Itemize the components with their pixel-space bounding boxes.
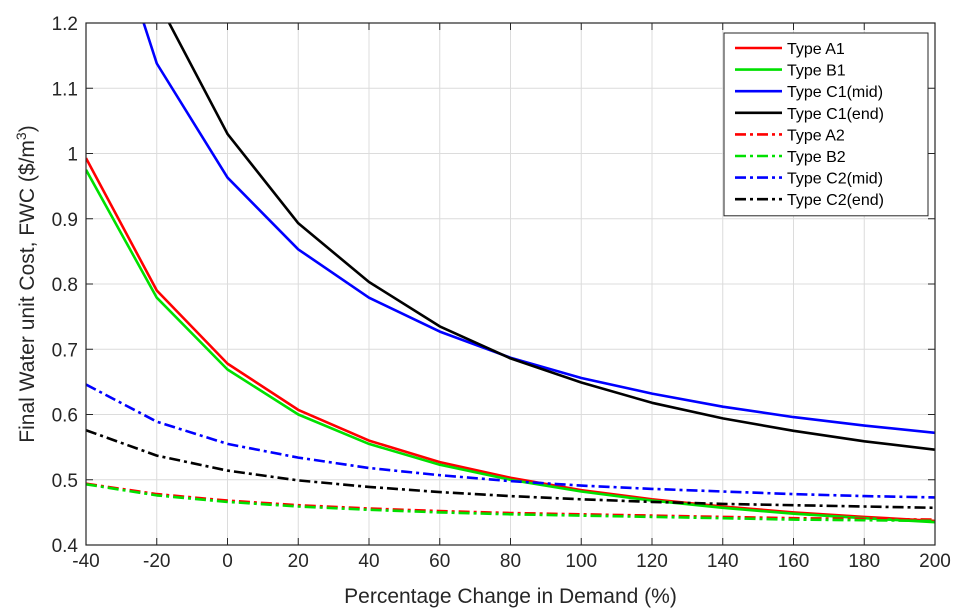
legend-label: Type C2(mid) [787, 171, 883, 188]
y-tick-label: 0.9 [52, 210, 78, 231]
x-tick-label: 20 [288, 551, 309, 572]
legend-label: Type C1(mid) [787, 84, 883, 101]
x-tick-label: -40 [72, 551, 99, 572]
y-tick-label: 1.2 [52, 14, 78, 35]
x-tick-label: 180 [848, 551, 880, 572]
x-tick-label: 200 [919, 551, 951, 572]
x-tick-label: 120 [636, 551, 668, 572]
legend: Type A1 Type B1 Type C1(mid) Type C1(end) Ty… [723, 32, 929, 217]
series-lines [86, 23, 935, 524]
legend-label: Type B1 [787, 63, 846, 80]
x-tick-label: 0 [222, 551, 233, 572]
y-axis-label-main: Final Water unit Cost, FWC ($/m [16, 140, 39, 443]
y-axis-label-superscript: 3 [13, 132, 29, 140]
x-tick-label: -20 [143, 551, 170, 572]
series-line-4 [167, 23, 935, 451]
x-tick-label: 60 [429, 551, 450, 572]
legend-label: Type A1 [787, 41, 845, 58]
legend-label: Type C2(end) [787, 192, 884, 209]
legend-label: Type A2 [787, 127, 845, 144]
legend-label: Type B2 [787, 149, 846, 166]
y-axis-label-tail: ) [16, 125, 39, 132]
series-line-2 [86, 169, 935, 524]
y-tick-label: 0.7 [52, 340, 78, 361]
x-tick-label: 160 [778, 551, 810, 572]
x-tick-label: 100 [565, 551, 597, 572]
x-tick-label: 40 [358, 551, 379, 572]
y-tick-label: 1 [67, 145, 78, 166]
legend-box [723, 32, 929, 217]
axis-ticks: -40 -20 0 20 40 60 80 100 120 140 160 180 200 0.4 0.5 0… [52, 14, 951, 572]
y-tick-label: 0.6 [52, 406, 78, 427]
x-tick-label: 80 [500, 551, 521, 572]
x-tick-label: 140 [707, 551, 739, 572]
x-axis-label: Percentage Change in Demand (%) [344, 585, 677, 608]
y-tick-label: 0.4 [52, 536, 79, 557]
y-tick-label: 1.1 [52, 79, 78, 100]
series-line-8 [86, 428, 935, 510]
series-line-6 [86, 483, 935, 523]
y-tick-label: 0.5 [52, 471, 78, 492]
series-line-7 [86, 383, 935, 499]
legend-label: Type C1(end) [787, 106, 884, 123]
y-tick-label: 0.8 [52, 275, 78, 296]
y-axis-label: Final Water unit Cost, FWC ($/m3) [13, 125, 39, 442]
